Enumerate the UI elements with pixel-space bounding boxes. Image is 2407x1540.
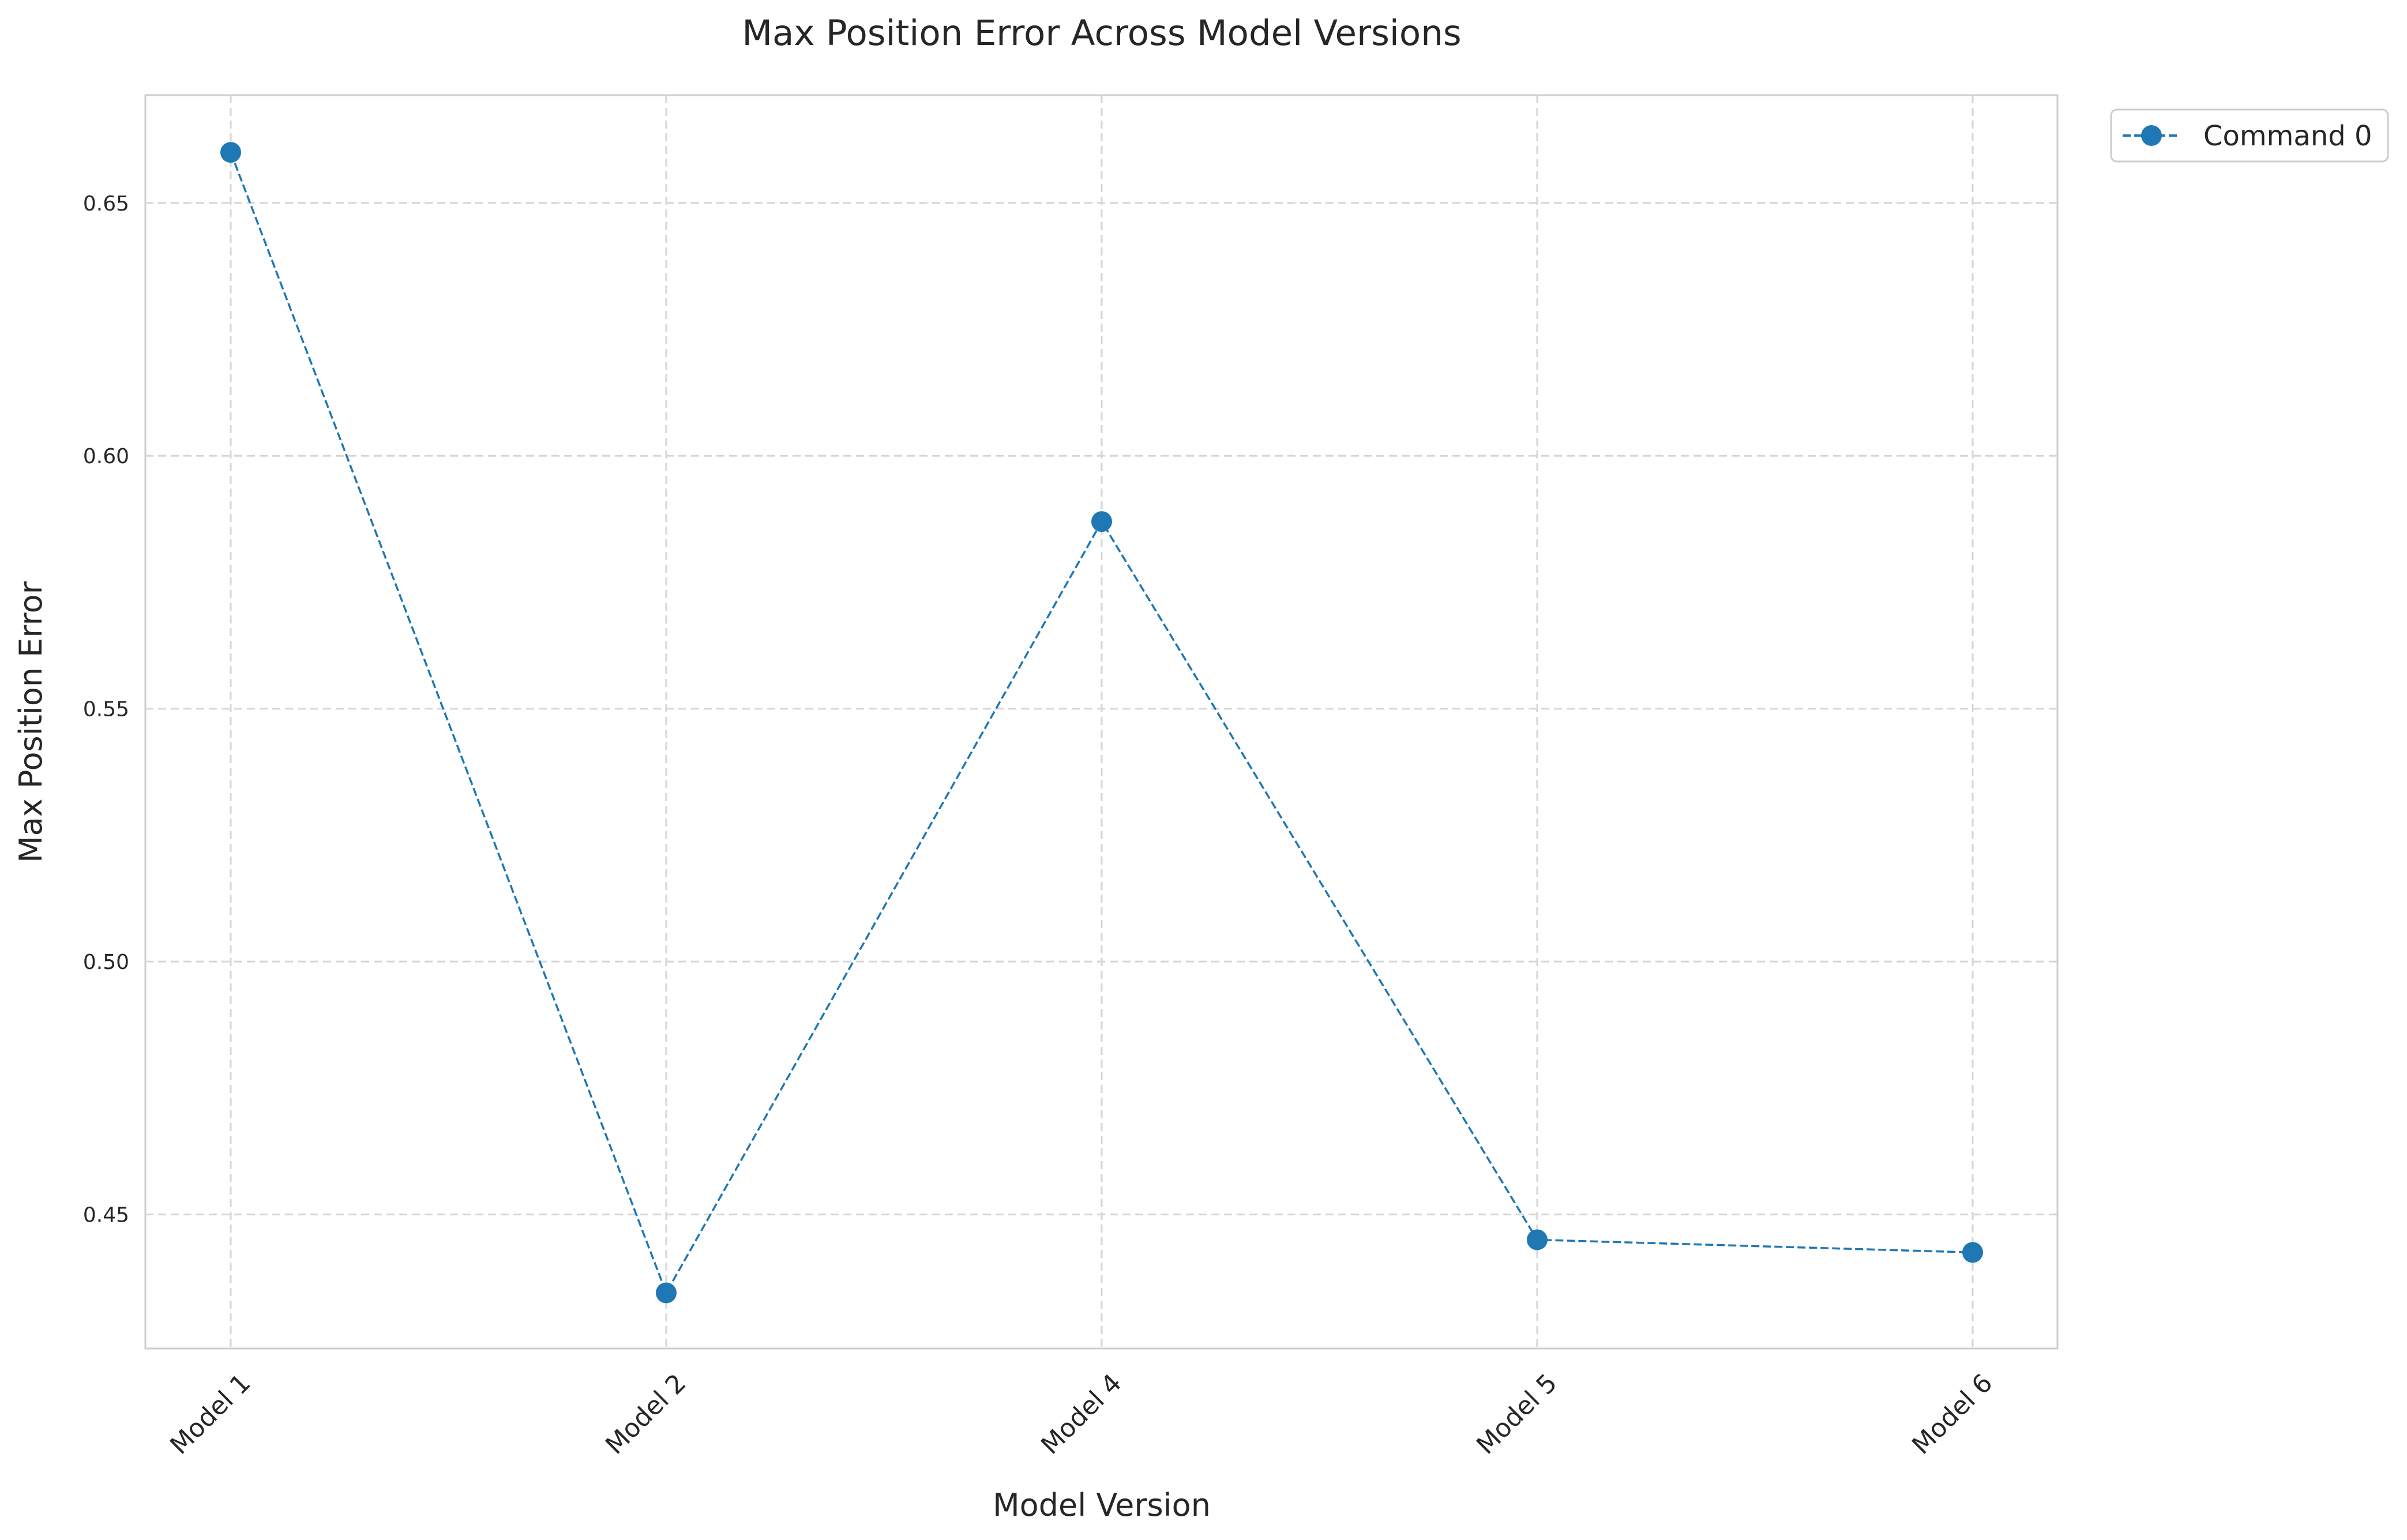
y-tick-label: 0.65: [83, 192, 129, 216]
chart-title: Max Position Error Across Model Versions: [742, 13, 1461, 54]
legend-box: [2110, 108, 2389, 163]
grid-lines: [145, 95, 2057, 1349]
data-point: [1962, 1242, 1983, 1263]
plot-area: [144, 94, 2059, 1350]
y-tick-label: 0.50: [83, 951, 129, 974]
y-tick-labels: 0.45 0.50 0.55 0.60 0.65: [83, 192, 129, 1227]
data-point: [1091, 511, 1112, 532]
legend: Command 0: [2110, 108, 2389, 163]
legend-marker: [2141, 125, 2162, 146]
data-point: [220, 142, 241, 163]
y-tick-label: 0.45: [83, 1204, 129, 1227]
x-axis-label: Model Version: [993, 1487, 1211, 1523]
series-layer: [220, 142, 1983, 1304]
data-point: [656, 1282, 677, 1304]
legend-label: Command 0: [2203, 120, 2372, 152]
y-tick-label: 0.55: [83, 698, 129, 722]
data-point: [1527, 1229, 1548, 1250]
y-axis-label: Max Position Error: [13, 581, 49, 863]
y-tick-label: 0.60: [83, 445, 129, 468]
